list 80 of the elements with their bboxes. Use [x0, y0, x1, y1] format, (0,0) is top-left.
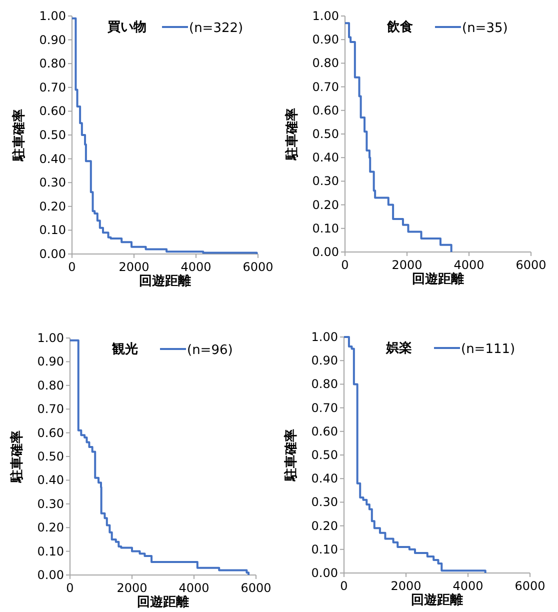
y-tick-label: 0.70 [37, 402, 64, 416]
x-tick-label: 0 [340, 579, 348, 593]
y-tick-label: 0.90 [312, 32, 339, 47]
y-tick-label: 0.10 [39, 223, 66, 238]
y-tick-label: 1.00 [37, 331, 64, 345]
y-tick-label: 0.30 [312, 174, 339, 188]
legend-label: (n=322) [189, 21, 244, 36]
y-tick-label: 0.20 [311, 518, 338, 533]
y-tick-label: 0.80 [311, 377, 338, 392]
y-tick-label: 0.90 [37, 354, 64, 369]
y-tick-label: 0.70 [311, 400, 338, 415]
y-tick-label: 0.00 [37, 568, 64, 582]
x-tick-label: 2000 [116, 581, 148, 595]
y-tick-label: 0.50 [37, 450, 64, 464]
y-tick-label: 0.10 [312, 221, 339, 236]
x-tick-label: 4000 [180, 260, 212, 274]
chart-title: 娯楽 [385, 341, 412, 356]
legend-label: (n=96) [187, 343, 233, 358]
y-tick-label: 0.70 [39, 80, 66, 94]
y-tick-label: 0.40 [37, 473, 64, 488]
y-tick-label: 0.60 [312, 103, 339, 118]
legend-label: (n=35) [462, 21, 508, 36]
legend: (n=96) [160, 343, 233, 358]
y-tick-label: 0.20 [39, 199, 66, 214]
x-tick-label: 4000 [452, 579, 484, 593]
x-tick-label: 6000 [514, 579, 546, 593]
chart-title: 観光 [111, 342, 138, 357]
chart-title: 買い物 [106, 20, 146, 35]
y-axis-title: 駐車確率 [284, 108, 300, 161]
x-tick-label: 6000 [516, 258, 546, 272]
legend: (n=322) [162, 21, 244, 36]
legend: (n=35) [435, 21, 508, 36]
legend-label: (n=111) [461, 342, 516, 357]
y-tick-label: 0.60 [311, 424, 338, 438]
y-tick-label: 0.70 [312, 80, 339, 94]
y-tick-label: 1.00 [312, 9, 339, 23]
x-tick-label: 6000 [240, 581, 272, 595]
x-axis-title: 回遊距離 [412, 272, 464, 287]
y-tick-label: 0.80 [312, 56, 339, 70]
y-tick-label: 0.50 [312, 127, 339, 141]
x-tick-label: 2000 [390, 579, 422, 593]
y-tick-label: 0.40 [312, 150, 339, 165]
y-tick-label: 0.30 [311, 495, 338, 510]
y-tick-label: 0.20 [37, 520, 64, 535]
x-tick-label: 2000 [118, 260, 150, 274]
y-tick-label: 1.00 [311, 330, 338, 344]
y-tick-label: 0.40 [39, 152, 66, 166]
y-tick-label: 0.50 [311, 448, 338, 462]
y-tick-label: 0.50 [39, 128, 66, 142]
y-tick-label: 0.60 [37, 426, 64, 440]
y-tick-label: 0.30 [37, 496, 64, 511]
x-axis-title: 回遊距離 [411, 593, 463, 608]
x-tick-label: 0 [68, 260, 76, 274]
y-tick-label: 0.00 [312, 245, 339, 259]
chart-title: 飲食 [386, 20, 413, 35]
y-axis-title: 駐車確率 [283, 429, 299, 482]
y-axis-title: 駐車確率 [11, 109, 27, 162]
y-tick-label: 0.10 [37, 544, 64, 558]
x-tick-label: 6000 [242, 260, 274, 274]
x-tick-label: 4000 [454, 258, 484, 272]
y-axis-title: 駐車確率 [9, 430, 25, 484]
y-tick-label: 0.00 [311, 566, 338, 580]
y-tick-label: 0.30 [39, 176, 66, 190]
y-tick-label: 0.90 [39, 32, 66, 47]
x-tick-label: 2000 [392, 258, 422, 272]
x-tick-label: 4000 [178, 581, 210, 595]
x-axis-title: 回遊距離 [139, 274, 191, 289]
y-tick-label: 0.80 [39, 56, 66, 71]
y-tick-label: 0.40 [311, 472, 338, 486]
x-tick-label: 0 [66, 581, 74, 595]
y-tick-label: 0.00 [39, 247, 66, 261]
y-tick-label: 0.80 [37, 378, 64, 392]
y-tick-label: 0.60 [39, 104, 66, 118]
x-tick-label: 0 [341, 258, 349, 272]
legend: (n=111) [434, 342, 516, 357]
y-tick-label: 0.90 [311, 354, 338, 368]
y-tick-label: 0.10 [311, 542, 338, 556]
x-axis-title: 回遊距離 [137, 595, 189, 610]
y-tick-label: 0.20 [312, 198, 339, 212]
y-tick-label: 1.00 [39, 9, 66, 23]
